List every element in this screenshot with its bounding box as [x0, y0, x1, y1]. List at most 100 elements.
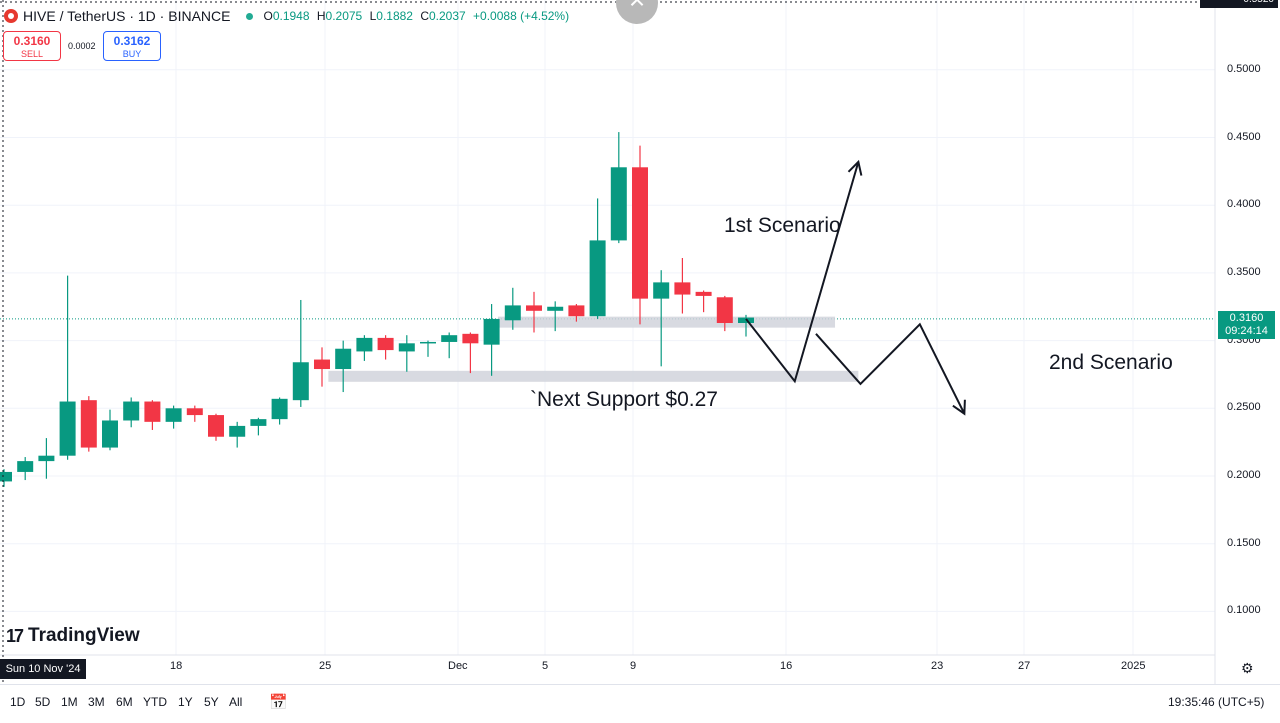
clock-display[interactable]: 19:35:46 (UTC+5) — [1168, 695, 1265, 709]
time-axis-label: Dec — [448, 660, 468, 672]
scenario-arrows — [745, 159, 966, 416]
timeframe-button[interactable]: 5D — [35, 695, 51, 709]
support-zone — [328, 370, 859, 382]
candle — [356, 335, 373, 361]
candle — [504, 287, 521, 330]
candle-body — [208, 415, 224, 437]
candle-body — [653, 282, 670, 299]
candle — [716, 295, 733, 332]
candles — [0, 132, 754, 487]
symbol-header[interactable]: HIVE / TetherUS · 1D · BINANCE O0.1948 H… — [4, 6, 573, 26]
scenario1-arrowhead — [847, 159, 863, 176]
scenario2-label: 2nd Scenario — [1049, 351, 1173, 374]
timeframe-button[interactable]: 1Y — [178, 695, 193, 709]
time-axis-label: 27 — [1018, 660, 1031, 672]
candle-body — [462, 333, 479, 344]
time-axis-label: 9 — [630, 660, 637, 672]
candle — [165, 405, 182, 429]
candle-body — [589, 240, 606, 317]
candle-body — [420, 341, 436, 344]
buy-button[interactable]: 0.3162 BUY — [103, 31, 161, 61]
candle — [123, 397, 140, 428]
timeframe-button[interactable]: 6M — [116, 695, 133, 709]
candle-body — [610, 167, 627, 241]
candle — [0, 469, 12, 487]
candle — [441, 332, 458, 359]
candle-body — [377, 337, 394, 351]
candle — [335, 340, 352, 393]
candle — [186, 405, 203, 422]
candle-body — [674, 282, 691, 295]
buy-label: BUY — [122, 49, 142, 59]
scenario2-arrowhead — [952, 399, 966, 416]
time-axis-label: 16 — [780, 660, 793, 672]
candle-body — [144, 401, 161, 422]
candle-body — [568, 305, 585, 317]
support-zone — [497, 316, 836, 328]
candle — [483, 304, 500, 376]
candle — [38, 438, 55, 479]
candle-body — [102, 420, 118, 448]
timeframe-button[interactable]: 3M — [88, 695, 105, 709]
candle-body — [17, 461, 34, 472]
low-value: 0.1882 — [376, 9, 413, 23]
candle — [59, 275, 76, 460]
sell-price: 0.3160 — [13, 34, 51, 48]
candle-body — [483, 318, 500, 345]
timeframe-button[interactable]: 1D — [10, 695, 26, 709]
price-axis-label: 0.5000 — [1227, 62, 1261, 75]
tradingview-name: TradingView — [28, 625, 140, 646]
timeframe-button[interactable]: YTD — [143, 695, 167, 709]
timeframe-button[interactable]: All — [229, 695, 243, 709]
candle-body — [271, 398, 288, 420]
candle-body — [716, 297, 733, 323]
candle — [568, 304, 585, 322]
timeframe-button[interactable]: 1M — [61, 695, 78, 709]
candle — [610, 132, 627, 244]
candle — [653, 270, 670, 367]
buy-price: 0.3162 — [113, 34, 151, 48]
support-zones — [328, 316, 859, 382]
sell-label: SELL — [20, 49, 44, 59]
price-axis-label: 0.4000 — [1227, 198, 1261, 211]
current-price-value: 0.3160 — [1229, 312, 1264, 324]
top-price-tag: 0.5520 — [1200, 0, 1278, 8]
candle — [80, 396, 97, 452]
candle — [250, 417, 267, 436]
symbol-title[interactable]: HIVE / TetherUS · 1D · BINANCE — [23, 8, 231, 24]
candle-body — [526, 305, 542, 311]
bottom-toolbar: 1D 5D 1M 3M 6M YTD 1Y 5Y All 📅 19:35:46 (UTC+5) — [0, 684, 1280, 723]
candle-body — [292, 362, 309, 401]
timeframe-button[interactable]: 5Y — [204, 695, 219, 709]
time-axis-label: 23 — [931, 660, 944, 672]
price-chart[interactable] — [0, 0, 1280, 684]
ohlc-values: O0.1948 H0.2075 L0.1882 C0.2037 +0.0088 … — [263, 9, 570, 23]
candle-body — [547, 306, 564, 311]
candle — [314, 347, 330, 387]
change-value: +0.0088 (+4.52%) — [473, 9, 570, 23]
time-axis-label: 5 — [542, 660, 549, 672]
candle-body — [335, 348, 352, 370]
candle — [229, 421, 246, 448]
candle — [462, 332, 479, 374]
close-value: 0.2037 — [428, 9, 466, 23]
candle-body — [80, 400, 97, 448]
candle — [526, 291, 542, 333]
candle-body — [356, 337, 373, 352]
gear-icon[interactable]: ⚙ — [1241, 660, 1254, 676]
hive-logo-icon — [4, 9, 18, 23]
sell-button[interactable]: 0.3160 SELL — [3, 31, 61, 61]
time-axis-label: 2025 — [1121, 660, 1146, 672]
candle-body — [314, 359, 330, 370]
candle — [420, 340, 436, 357]
tradingview-logo-icon: 17 — [6, 625, 24, 646]
tradingview-logo[interactable]: 17 TradingView — [6, 625, 140, 647]
candle — [17, 457, 34, 481]
candle-body — [165, 408, 182, 422]
candle — [695, 290, 712, 313]
market-status-icon — [246, 12, 254, 20]
candle — [674, 258, 691, 314]
candle-body — [186, 408, 203, 416]
candle — [292, 299, 309, 407]
calendar-icon[interactable]: 📅 — [269, 694, 288, 711]
